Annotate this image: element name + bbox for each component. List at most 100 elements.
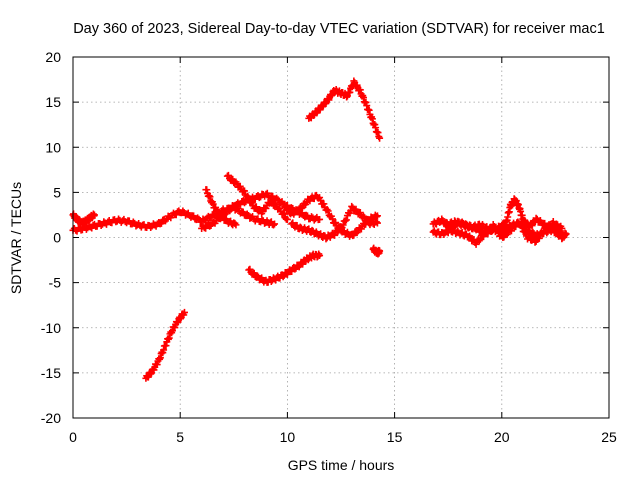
data-point bbox=[518, 223, 526, 231]
data-point bbox=[343, 93, 351, 101]
data-point bbox=[320, 200, 328, 208]
data-point bbox=[362, 98, 370, 106]
data-point bbox=[176, 315, 184, 323]
data-point bbox=[164, 335, 172, 343]
data-point bbox=[212, 203, 220, 211]
data-point bbox=[529, 228, 537, 236]
data-point bbox=[365, 106, 373, 114]
data-point bbox=[328, 215, 336, 223]
data-point bbox=[259, 208, 267, 216]
series-arc-4 bbox=[202, 186, 240, 229]
data-point bbox=[348, 202, 356, 210]
data-point bbox=[218, 212, 226, 220]
data-point bbox=[334, 228, 342, 236]
series-arc-7 bbox=[288, 202, 381, 243]
data-point bbox=[157, 219, 165, 227]
data-point bbox=[472, 240, 480, 248]
data-point bbox=[269, 221, 277, 229]
y-tick-label: 5 bbox=[53, 184, 61, 200]
data-point bbox=[245, 194, 253, 202]
series-arc-14 bbox=[429, 215, 566, 246]
data-point bbox=[147, 370, 155, 378]
data-point bbox=[280, 210, 288, 218]
data-point bbox=[363, 102, 371, 110]
data-point bbox=[356, 209, 364, 217]
data-point bbox=[194, 214, 202, 222]
y-tick-label: 15 bbox=[45, 94, 61, 110]
data-point bbox=[484, 228, 492, 236]
data-point bbox=[376, 247, 384, 255]
data-point bbox=[490, 222, 498, 230]
data-point bbox=[368, 115, 376, 123]
x-tick-label: 25 bbox=[601, 429, 617, 445]
data-point bbox=[90, 211, 98, 219]
data-point bbox=[360, 94, 368, 102]
x-tick-label: 15 bbox=[387, 429, 403, 445]
data-point bbox=[279, 273, 287, 281]
y-tick-label: 20 bbox=[45, 49, 61, 65]
data-point bbox=[248, 199, 256, 207]
series-arc-10 bbox=[245, 250, 324, 286]
data-point bbox=[162, 342, 170, 350]
y-tick-labels: -20 -15 -10 -5 0 5 10 15 20 bbox=[41, 49, 61, 426]
data-point bbox=[253, 272, 261, 280]
data-point bbox=[258, 216, 266, 224]
y-tick-label: -10 bbox=[41, 320, 61, 336]
series-arc-2 bbox=[69, 203, 279, 235]
data-point bbox=[239, 208, 247, 216]
x-tick-labels: 0 5 10 15 20 25 bbox=[69, 429, 617, 445]
data-point bbox=[324, 207, 332, 215]
y-tick-label: 10 bbox=[45, 139, 61, 155]
series-arc-5 bbox=[223, 171, 291, 223]
data-point bbox=[372, 124, 380, 132]
data-point bbox=[512, 223, 520, 231]
data-point bbox=[291, 265, 299, 273]
data-point bbox=[356, 86, 364, 94]
data-point bbox=[271, 220, 279, 228]
data-point bbox=[316, 215, 324, 223]
data-point bbox=[297, 204, 305, 212]
data-point bbox=[153, 361, 161, 369]
data-point bbox=[521, 228, 529, 236]
x-tick-label: 10 bbox=[280, 429, 296, 445]
x-tick-label: 0 bbox=[69, 429, 77, 445]
data-point bbox=[205, 192, 213, 200]
data-point bbox=[475, 237, 483, 245]
data-point bbox=[273, 194, 281, 202]
data-point bbox=[156, 354, 164, 362]
data-point bbox=[180, 308, 188, 316]
data-point bbox=[241, 187, 249, 195]
data-point bbox=[283, 215, 291, 223]
data-point bbox=[342, 216, 350, 224]
series-arc-9 bbox=[369, 244, 384, 258]
data-point bbox=[374, 129, 382, 137]
data-point bbox=[231, 219, 239, 227]
series-arc-8 bbox=[305, 77, 384, 142]
data-point bbox=[532, 214, 540, 222]
data-point bbox=[376, 134, 384, 142]
y-axis-label: SDTVAR / TECUs bbox=[8, 182, 24, 294]
y-tick-label: -5 bbox=[49, 275, 62, 291]
data-point bbox=[129, 218, 137, 226]
x-axis-label: GPS time / hours bbox=[288, 457, 395, 473]
data-point bbox=[323, 206, 331, 214]
data-point bbox=[97, 222, 105, 230]
data-points bbox=[69, 77, 570, 382]
data-point bbox=[203, 186, 211, 194]
data-point bbox=[539, 229, 547, 237]
series-arc-1 bbox=[69, 210, 98, 228]
data-point bbox=[316, 252, 324, 260]
data-point bbox=[373, 219, 381, 227]
y-tick-label: -15 bbox=[41, 365, 61, 381]
data-point bbox=[346, 88, 354, 96]
chart-title: Day 360 of 2023, Sidereal Day-to-day VTE… bbox=[73, 21, 605, 37]
data-point bbox=[165, 334, 173, 342]
data-point bbox=[280, 201, 288, 209]
x-tick-label: 20 bbox=[494, 429, 510, 445]
data-point bbox=[147, 224, 155, 232]
data-point bbox=[284, 205, 292, 213]
y-tick-label: 0 bbox=[53, 230, 61, 246]
data-point bbox=[206, 193, 214, 201]
data-point bbox=[373, 212, 381, 220]
y-tick-label: -20 bbox=[41, 410, 61, 426]
